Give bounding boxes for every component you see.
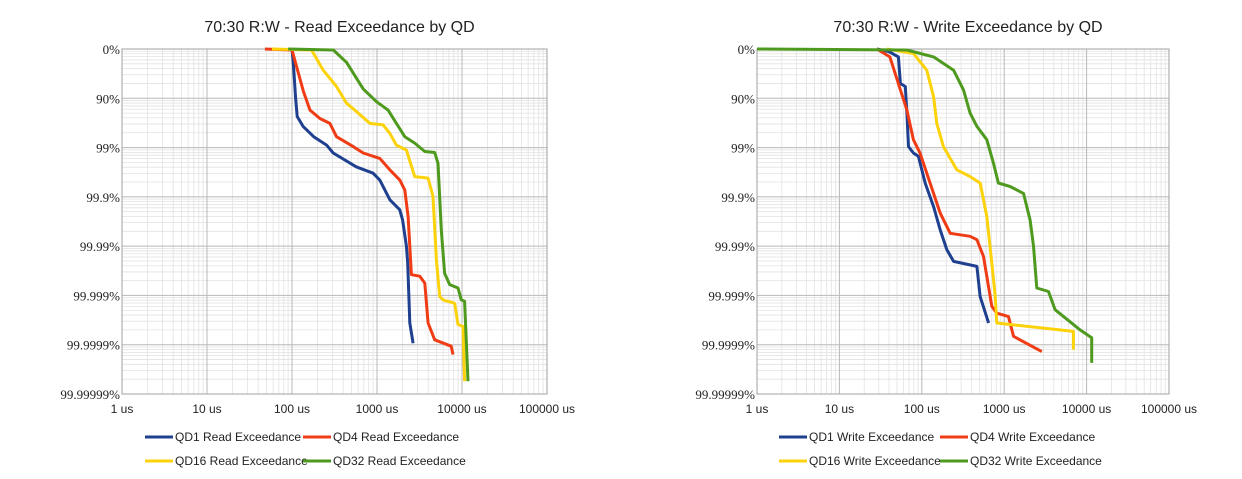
series-line-qd32-write-exceedance — [756, 47, 1094, 363]
x-tick-label: 100 us — [274, 402, 310, 416]
chart-0: 70:30 R:W - Read Exceedance by QD 1 us 10 … — [60, 19, 575, 468]
x-tick-label: 100 us — [904, 402, 940, 416]
y-tick-label: 99.999% — [708, 288, 755, 303]
series-line-qd4-write-exceedance — [876, 47, 1043, 353]
legend-label: QD4 Read Exceedance — [333, 430, 459, 444]
y-tick-label: 0% — [738, 42, 756, 57]
y-tick-label: 0% — [103, 42, 121, 57]
legend-label: QD4 Write Exceedance — [970, 430, 1095, 444]
y-tick-label: 90% — [96, 91, 120, 106]
legend-label: QD32 Write Exceedance — [970, 454, 1102, 468]
plot-area — [756, 48, 1170, 395]
legend-label: QD1 Read Exceedance — [175, 430, 301, 444]
series-line-qd32-read-exceedance — [288, 47, 470, 382]
chart-1: 70:30 R:W - Write Exceedance by QD 1 us 10… — [695, 19, 1197, 468]
legend-label: QD32 Read Exceedance — [333, 454, 466, 468]
x-tick-label: 1000 us — [356, 402, 399, 416]
y-tick-label: 99.9999% — [67, 338, 120, 353]
legend-label: QD16 Write Exceedance — [809, 454, 941, 468]
series-line-qd16-write-exceedance — [886, 47, 1075, 350]
x-tick-label: 10000 us — [1062, 402, 1111, 416]
y-tick-label: 99.9% — [86, 190, 120, 205]
series-line-qd16-read-exceedance — [271, 47, 467, 382]
series-line-qd1-read-exceedance — [290, 48, 415, 344]
x-tick-label: 1000 us — [983, 402, 1026, 416]
x-tick-label: 10000 us — [437, 402, 486, 416]
y-tick-label: 99.999% — [73, 288, 120, 303]
x-tick-label: 10 us — [192, 402, 221, 416]
y-tick-label: 99.9999% — [702, 338, 755, 353]
y-tick-label: 99.9% — [721, 190, 755, 205]
x-tick-label: 1 us — [111, 402, 134, 416]
y-tick-label: 99% — [731, 141, 755, 156]
x-tick-label: 100000 us — [1141, 402, 1197, 416]
y-tick-label: 90% — [731, 91, 755, 106]
legend-label: QD1 Write Exceedance — [809, 430, 934, 444]
y-tick-label: 99.99999% — [695, 387, 755, 402]
y-tick-label: 99.99999% — [60, 387, 120, 402]
x-tick-label: 1 us — [746, 402, 769, 416]
series-line-qd1-write-exceedance — [876, 47, 991, 324]
chart-title: 70:30 R:W - Write Exceedance by QD — [833, 19, 1102, 36]
y-tick-label: 99% — [96, 141, 120, 156]
y-tick-label: 99.99% — [80, 239, 120, 254]
y-tick-label: 99.99% — [715, 239, 755, 254]
chart-title: 70:30 R:W - Read Exceedance by QD — [204, 19, 474, 36]
plot-area — [121, 48, 548, 395]
x-tick-label: 10 us — [825, 402, 854, 416]
x-tick-label: 100000 us — [519, 402, 575, 416]
legend-label: QD16 Read Exceedance — [175, 454, 308, 468]
series-line-qd4-read-exceedance — [264, 47, 455, 355]
